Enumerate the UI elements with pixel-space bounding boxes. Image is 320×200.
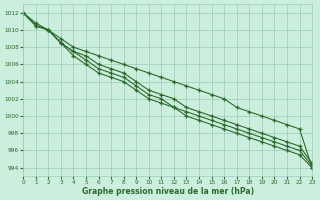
X-axis label: Graphe pression niveau de la mer (hPa): Graphe pression niveau de la mer (hPa) xyxy=(82,187,254,196)
